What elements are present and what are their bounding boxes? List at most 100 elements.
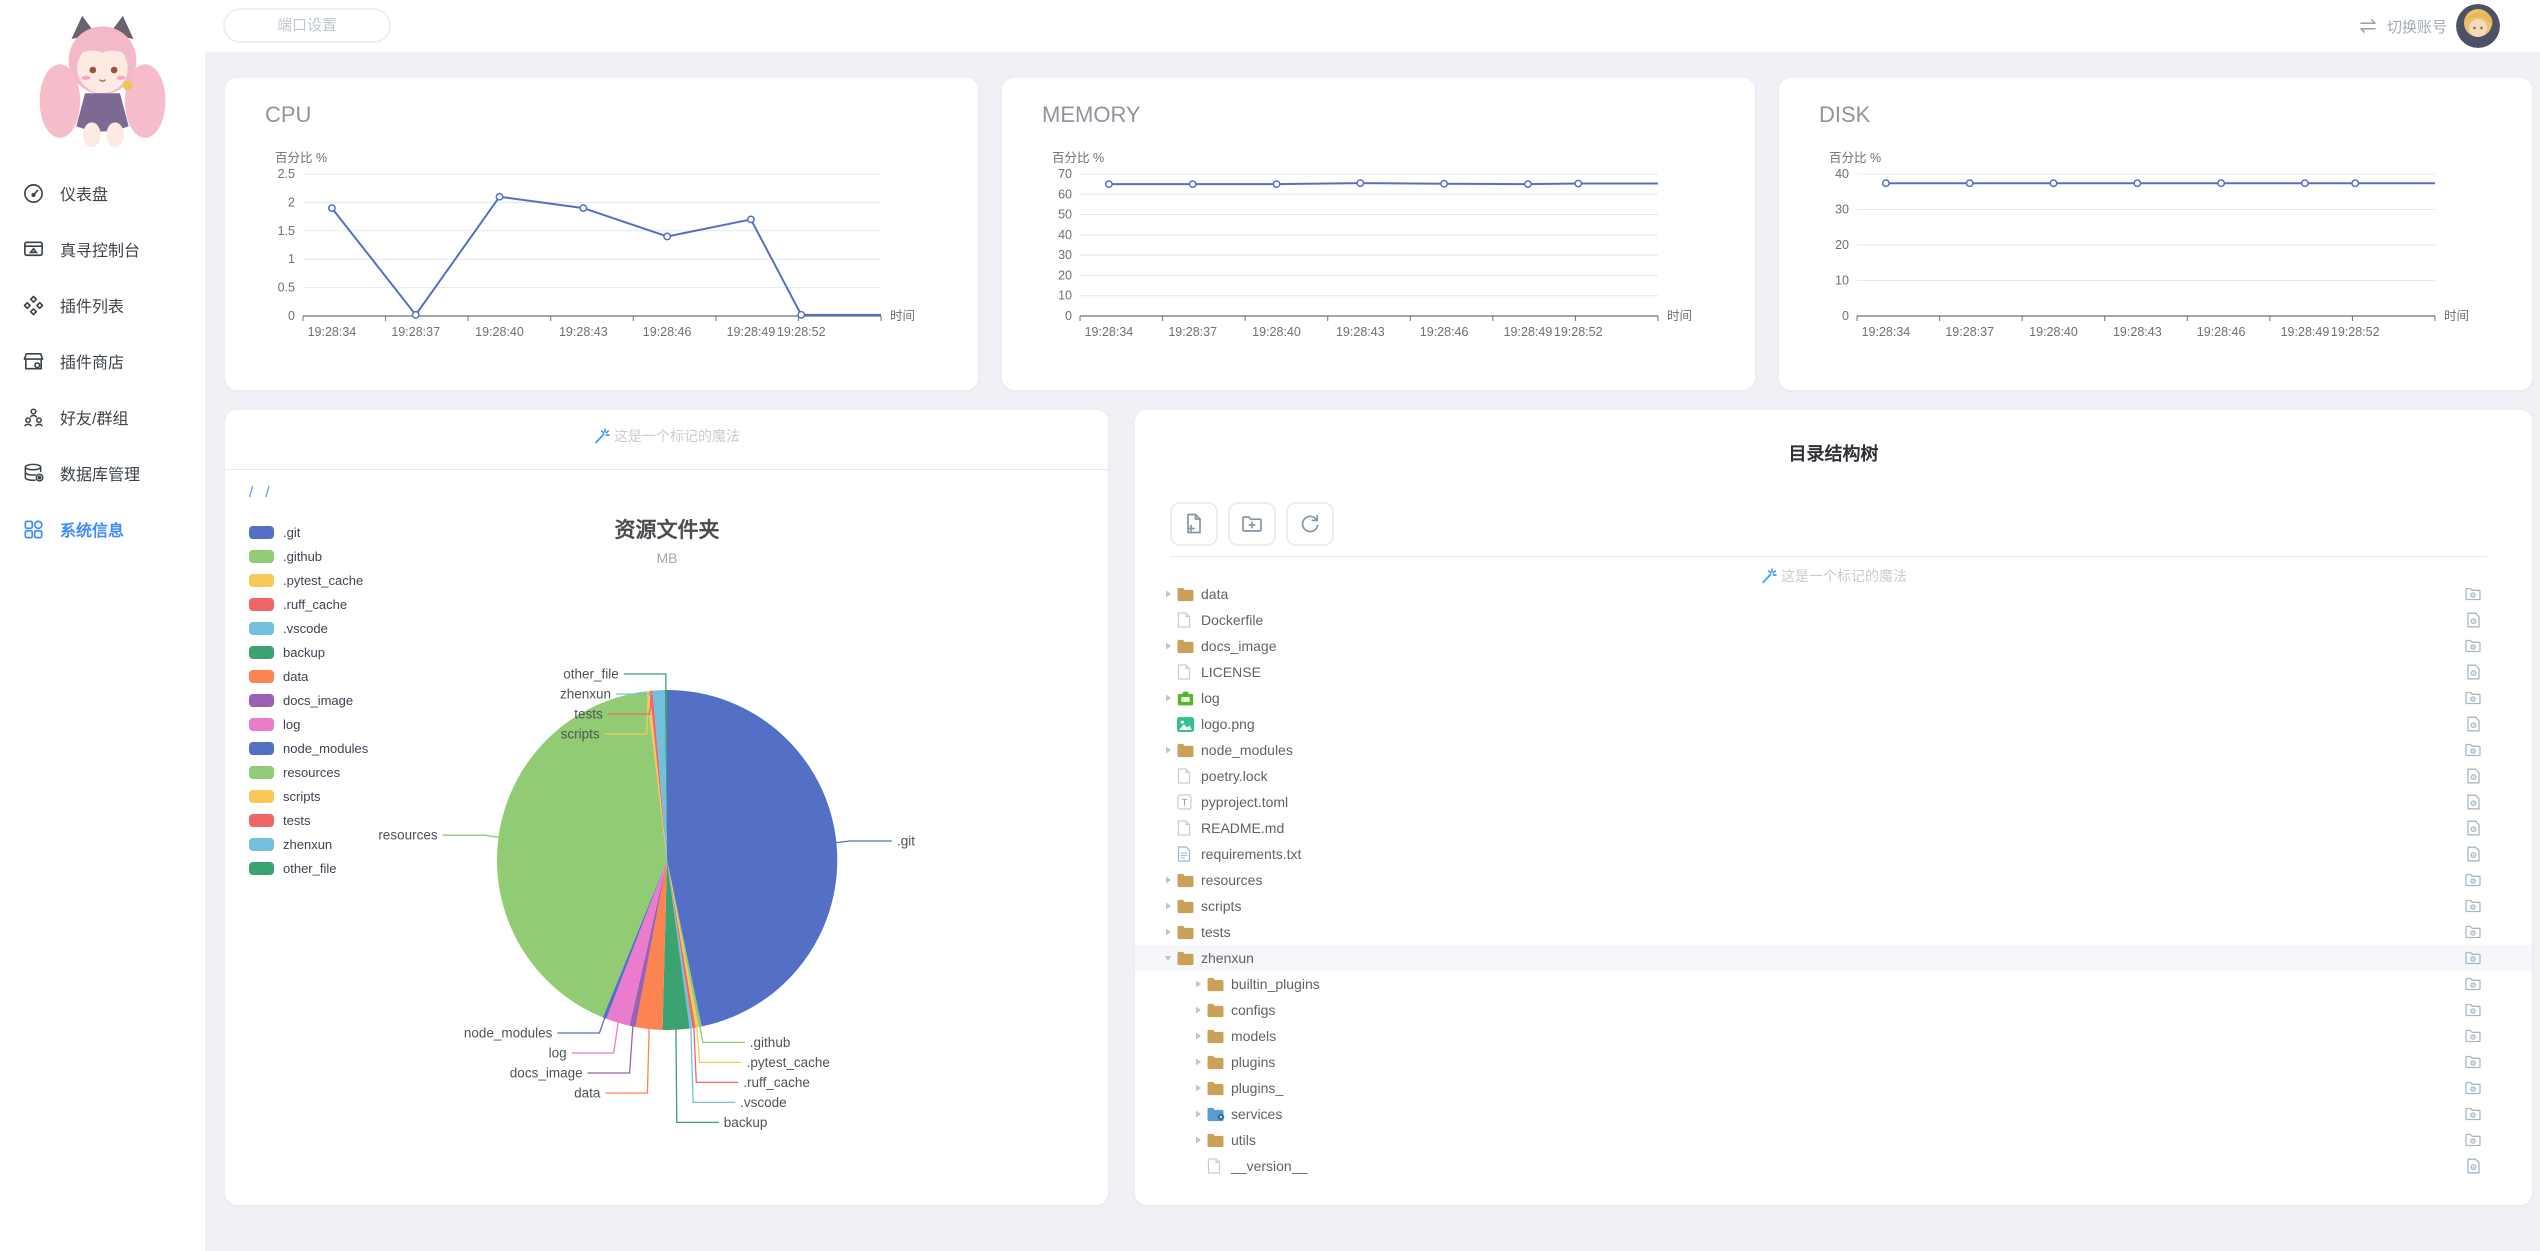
pie-slice-.git[interactable] (667, 689, 838, 1027)
legend-item-node_modules[interactable]: node_modules (249, 736, 368, 760)
breadcrumb[interactable]: / / (249, 484, 274, 501)
new-folder-button[interactable] (1228, 502, 1276, 546)
legend-item-other_file[interactable]: other_file (249, 856, 368, 880)
tree-row-requirements.txt[interactable]: requirements.txt (1135, 841, 2532, 867)
tree-row-resources[interactable]: resources (1135, 867, 2532, 893)
caret-right-icon[interactable] (1189, 1031, 1207, 1041)
legend-item-.git[interactable]: .git (249, 520, 368, 544)
sidebar-item-plugin-list[interactable]: 插件列表 (0, 277, 205, 333)
row-action-icon[interactable] (2464, 716, 2482, 732)
legend-item-data[interactable]: data (249, 664, 368, 688)
pie-slice-tests[interactable] (649, 690, 667, 860)
sidebar-item-friends[interactable]: 好友/群组 (0, 389, 205, 445)
legend-item-zhenxun[interactable]: zhenxun (249, 832, 368, 856)
caret-right-icon[interactable] (1189, 1083, 1207, 1093)
pie-slice-scripts[interactable] (646, 690, 667, 860)
row-action-icon[interactable] (2464, 1158, 2482, 1174)
tree-row-data[interactable]: data (1135, 588, 2532, 607)
sidebar-item-console[interactable]: 真寻控制台 (0, 221, 205, 277)
caret-right-icon[interactable] (1189, 1109, 1207, 1119)
pie-slice-.pytest_cache[interactable] (667, 860, 699, 1028)
refresh-button[interactable] (1286, 502, 1334, 546)
row-action-icon[interactable] (2464, 873, 2482, 887)
row-action-icon[interactable] (2464, 1003, 2482, 1017)
tree-row-README.md[interactable]: README.md (1135, 815, 2532, 841)
legend-item-log[interactable]: log (249, 712, 368, 736)
caret-right-icon[interactable] (1159, 745, 1177, 755)
pie-slice-log[interactable] (606, 860, 667, 1026)
pie-slice-node_modules[interactable] (602, 860, 667, 1019)
row-action-icon[interactable] (2464, 794, 2482, 810)
row-action-icon[interactable] (2464, 1029, 2482, 1043)
user-avatar[interactable] (2456, 4, 2500, 48)
tree-row-node_modules[interactable]: node_modules (1135, 737, 2532, 763)
caret-right-icon[interactable] (1159, 901, 1177, 911)
row-action-icon[interactable] (2464, 743, 2482, 757)
new-file-button[interactable] (1170, 502, 1218, 546)
caret-right-icon[interactable] (1159, 589, 1177, 599)
row-action-icon[interactable] (2464, 639, 2482, 653)
row-action-icon[interactable] (2464, 1133, 2482, 1147)
tree-row-zhenxun[interactable]: zhenxun (1135, 945, 2532, 971)
caret-right-icon[interactable] (1189, 979, 1207, 989)
caret-right-icon[interactable] (1159, 875, 1177, 885)
tree-row-utils[interactable]: utils (1135, 1127, 2532, 1153)
caret-right-icon[interactable] (1159, 641, 1177, 651)
row-action-icon[interactable] (2464, 977, 2482, 991)
tree-row-tests[interactable]: tests (1135, 919, 2532, 945)
tree-row-logo.png[interactable]: logo.png (1135, 711, 2532, 737)
legend-item-scripts[interactable]: scripts (249, 784, 368, 808)
port-settings-input[interactable] (223, 8, 391, 43)
sidebar-item-gauge[interactable]: 仪表盘 (0, 165, 205, 221)
legend-item-resources[interactable]: resources (249, 760, 368, 784)
caret-right-icon[interactable] (1189, 1005, 1207, 1015)
legend-item-.github[interactable]: .github (249, 544, 368, 568)
legend-item-.ruff_cache[interactable]: .ruff_cache (249, 592, 368, 616)
pie-slice-.vscode[interactable] (667, 860, 693, 1029)
legend-item-.vscode[interactable]: .vscode (249, 616, 368, 640)
tree-row-services[interactable]: services (1135, 1101, 2532, 1127)
row-action-icon[interactable] (2464, 664, 2482, 680)
tree-row-plugins_[interactable]: plugins_ (1135, 1075, 2532, 1101)
pie-slice-resources[interactable] (496, 691, 667, 1018)
row-action-icon[interactable] (2464, 820, 2482, 836)
pie-slice-backup[interactable] (662, 860, 690, 1030)
row-action-icon[interactable] (2464, 612, 2482, 628)
tree-row-LICENSE[interactable]: LICENSE (1135, 659, 2532, 685)
legend-item-docs_image[interactable]: docs_image (249, 688, 368, 712)
row-action-icon[interactable] (2464, 588, 2482, 601)
row-action-icon[interactable] (2464, 691, 2482, 705)
sidebar-item-plugin-store[interactable]: 插件商店 (0, 333, 205, 389)
legend-item-.pytest_cache[interactable]: .pytest_cache (249, 568, 368, 592)
pie-slice-docs_image[interactable] (629, 860, 668, 1027)
tree-row-docs_image[interactable]: docs_image (1135, 633, 2532, 659)
pie-slice-.github[interactable] (667, 860, 702, 1027)
row-action-icon[interactable] (2464, 1055, 2482, 1069)
legend-item-tests[interactable]: tests (249, 808, 368, 832)
row-action-icon[interactable] (2464, 1107, 2482, 1121)
tree-row-log[interactable]: log (1135, 685, 2532, 711)
pie-slice-.ruff_cache[interactable] (667, 860, 696, 1029)
tree-row-plugins[interactable]: plugins (1135, 1049, 2532, 1075)
pie-slice-data[interactable] (635, 860, 667, 1030)
row-action-icon[interactable] (2464, 899, 2482, 913)
tree-row-scripts[interactable]: scripts (1135, 893, 2532, 919)
row-action-icon[interactable] (2464, 846, 2482, 862)
sidebar-item-database[interactable]: 数据库管理 (0, 445, 205, 501)
row-action-icon[interactable] (2464, 951, 2482, 965)
tree-row-Dockerfile[interactable]: Dockerfile (1135, 607, 2532, 633)
tree-row-configs[interactable]: configs (1135, 997, 2532, 1023)
tree-row-models[interactable]: models (1135, 1023, 2532, 1049)
row-action-icon[interactable] (2464, 925, 2482, 939)
row-action-icon[interactable] (2464, 768, 2482, 784)
switch-account-label[interactable]: 切换账号 (2386, 18, 2447, 36)
row-action-icon[interactable] (2464, 1081, 2482, 1095)
pie-slice-zhenxun[interactable] (652, 690, 667, 860)
caret-down-icon[interactable] (1159, 953, 1177, 963)
caret-right-icon[interactable] (1159, 693, 1177, 703)
tree-row-builtin_plugins[interactable]: builtin_plugins (1135, 971, 2532, 997)
sidebar-item-system-info[interactable]: 系统信息 (0, 501, 205, 557)
legend-item-backup[interactable]: backup (249, 640, 368, 664)
caret-right-icon[interactable] (1159, 927, 1177, 937)
